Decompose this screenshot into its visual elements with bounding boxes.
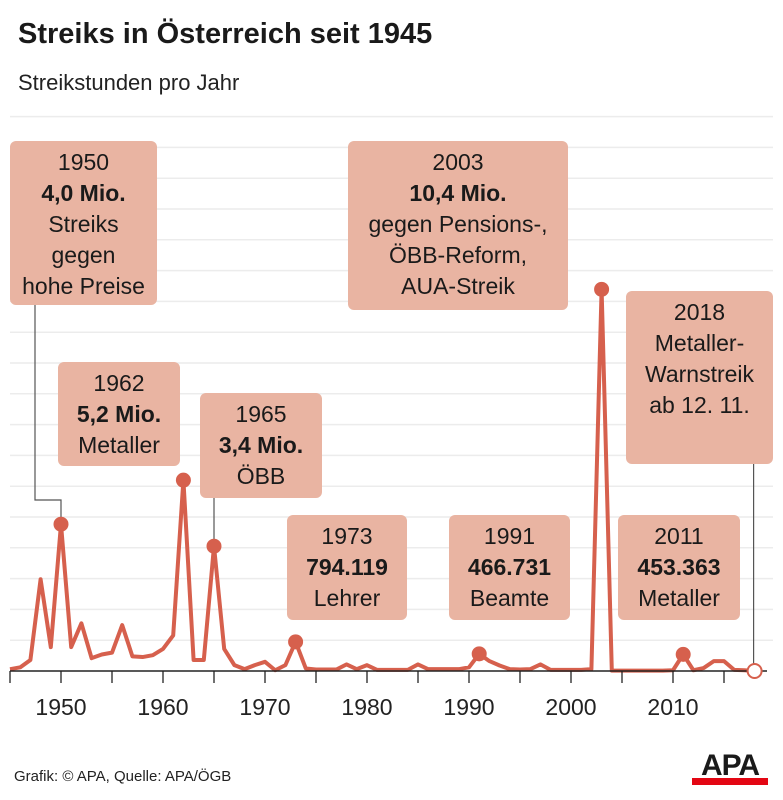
x-tick-label: 2000 — [545, 694, 596, 720]
data-point-1973 — [288, 634, 304, 650]
annotation-text: Streiks — [48, 211, 119, 237]
annotation-text: Lehrer — [313, 585, 381, 611]
chart-title: Streiks in Österreich seit 1945 — [18, 18, 433, 50]
annotation-text: ÖBB-Reform, — [388, 242, 528, 268]
annotation-value: 3,4 Mio. — [218, 432, 304, 458]
data-point-1965 — [206, 538, 222, 554]
x-tick-label: 2010 — [647, 694, 698, 720]
annotation-text: Metaller — [78, 432, 160, 458]
data-point-1991 — [471, 646, 487, 662]
annotation-year: 1991 — [483, 523, 536, 549]
chart-subtitle: Streikstunden pro Jahr — [18, 70, 240, 95]
annotation-1950: 1950 4,0 Mio. Streiks gegen hohe Preise — [10, 141, 157, 305]
x-tick-label: 1980 — [341, 694, 392, 720]
annotation-value: 453.363 — [637, 554, 721, 580]
data-point-1950 — [53, 516, 69, 532]
annotation-year: 1965 — [235, 401, 287, 427]
data-point-2003 — [594, 281, 610, 297]
annotation-2011: 2011 453.363 Metaller — [618, 515, 740, 620]
connector-1950 — [34, 305, 62, 525]
annotation-1962: 1962 5,2 Mio. Metaller — [58, 362, 180, 466]
x-tick-label: 1990 — [443, 694, 494, 720]
source-credit: Grafik: © APA, Quelle: APA/ÖGB — [14, 768, 232, 785]
annotation-2018: 2018 Metaller- Warnstreik ab 12. 11. — [626, 291, 773, 464]
annotation-text: gegen — [51, 242, 116, 268]
x-tick-label: 1950 — [35, 694, 86, 720]
annotation-1973: 1973 794.119 Lehrer — [287, 515, 407, 620]
data-point-2018 — [746, 663, 763, 679]
annotation-text: AUA-Streik — [401, 273, 515, 299]
logo-text: APA — [700, 749, 760, 782]
annotation-text: hohe Preise — [22, 273, 145, 299]
annotation-text: ab 12. 11. — [649, 392, 750, 418]
data-point-2011 — [675, 646, 691, 662]
annotation-year: 1962 — [93, 370, 145, 396]
annotation-1991: 1991 466.731 Beamte — [449, 515, 570, 620]
annotation-value: 466.731 — [467, 554, 552, 580]
annotation-value: 794.119 — [306, 554, 388, 580]
logo-bar — [692, 778, 768, 785]
annotation-text: Warnstreik — [644, 361, 755, 387]
annotation-year: 2011 — [654, 523, 704, 549]
x-tick-label: 1960 — [137, 694, 188, 720]
annotation-text: Metaller — [638, 585, 720, 611]
annotation-text: Beamte — [469, 585, 550, 611]
data-point-1962 — [175, 472, 191, 488]
annotation-year: 2018 — [673, 299, 726, 325]
annotation-value: 10,4 Mio. — [409, 180, 507, 206]
annotation-text: Metaller- — [654, 330, 745, 356]
annotation-1965: 1965 3,4 Mio. ÖBB — [200, 393, 322, 498]
annotation-value: 4,0 Mio. — [41, 180, 126, 206]
annotation-year: 2003 — [432, 149, 484, 175]
annotation-value: 5,2 Mio. — [76, 401, 162, 427]
apa-logo: APA — [690, 749, 770, 788]
annotation-text: gegen Pensions-, — [368, 211, 548, 237]
annotation-text: ÖBB — [236, 463, 286, 489]
annotation-year: 1950 — [57, 149, 110, 175]
annotation-year: 1973 — [321, 523, 373, 549]
annotation-2003: 2003 10,4 Mio. gegen Pensions-, ÖBB-Refo… — [348, 141, 568, 310]
x-tick-label: 1970 — [239, 694, 290, 720]
